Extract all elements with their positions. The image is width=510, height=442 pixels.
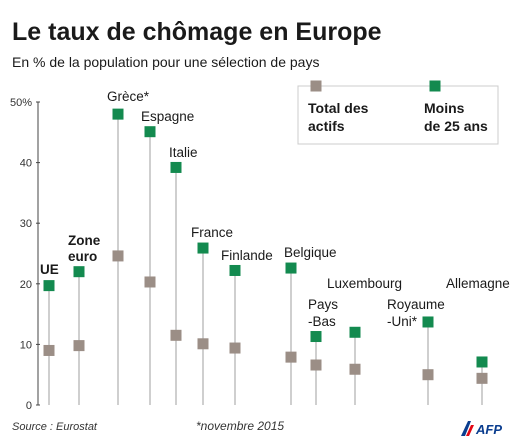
marker-total: [422, 369, 434, 381]
chart-subtitle: En % de la population pour une sélection…: [12, 54, 319, 70]
category-label-line: Espagne: [141, 109, 194, 124]
legend: Total des actifs Moins de 25 ans: [297, 80, 499, 145]
category-label: Zone euro: [68, 233, 101, 264]
marker-total: [73, 340, 85, 352]
marker-under-25: [349, 326, 361, 338]
category-label-line: Grèce*: [107, 89, 150, 104]
chart-title: Le taux de chômage en Europe: [12, 18, 382, 46]
legend-swatch: [310, 80, 322, 92]
y-tick-label: 40: [20, 158, 32, 170]
marker-under-25: [229, 264, 241, 276]
marker-total: [229, 342, 241, 354]
category-label: Allemagne: [446, 276, 510, 291]
category-label: Belgique: [284, 245, 337, 260]
category-label: Luxembourg: [327, 276, 402, 291]
marker-total: [144, 276, 156, 288]
category-label-line: -Bas: [308, 314, 336, 329]
marker-total: [43, 344, 55, 356]
marker-under-25: [476, 356, 488, 368]
marker-total: [476, 372, 488, 384]
marker-under-25: [43, 280, 55, 292]
marker-under-25: [310, 331, 322, 343]
category-label-line: Royaume: [387, 297, 445, 312]
y-tick-label: 50%: [10, 97, 32, 109]
marker-total: [349, 363, 361, 375]
category-label-line: -Uni*: [387, 314, 418, 329]
marker-under-25: [144, 126, 156, 138]
category-label-line: Allemagne: [446, 276, 510, 291]
y-tick-label: 0: [26, 400, 32, 412]
y-axis: 50% 40 30 20 10 0: [10, 97, 40, 412]
marker-under-25: [73, 266, 85, 278]
category-label: Italie: [169, 145, 198, 160]
legend-label: Moins de 25 ans: [424, 100, 488, 134]
marker-total: [197, 338, 209, 350]
category-label-line: Finlande: [221, 248, 273, 263]
category-label: Royaume -Uni*: [387, 297, 445, 329]
category-label-line: Zone: [68, 233, 101, 248]
category-label: Espagne: [141, 109, 194, 124]
legend-swatch: [429, 80, 441, 92]
footnote: *novembre 2015: [196, 419, 284, 433]
marker-total: [112, 250, 124, 262]
marker-total: [310, 359, 322, 371]
category-label-line: UE: [40, 262, 59, 277]
afp-logo-text: AFP: [475, 422, 502, 437]
legend-label-line: de 25 ans: [424, 118, 488, 134]
y-tick-label: 10: [20, 339, 32, 351]
afp-logo: AFP: [461, 421, 502, 437]
marker-under-25: [112, 108, 124, 120]
marker-under-25: [170, 161, 182, 173]
category-label: France: [191, 225, 233, 240]
marker-under-25: [197, 242, 209, 254]
category-label: Grèce*: [107, 89, 150, 104]
legend-box: [297, 85, 499, 145]
y-tick-label: 30: [20, 218, 32, 230]
category-labels: UE Zone euro Grèce* Espagne Italie France Finla…: [40, 89, 510, 329]
markers-layer: [43, 108, 488, 384]
marker-total: [285, 351, 297, 363]
y-tick-label: 20: [20, 279, 32, 291]
category-label-line: Italie: [169, 145, 198, 160]
category-label: Pays -Bas: [308, 297, 338, 329]
legend-label: Total des actifs: [308, 100, 369, 134]
category-label-line: Luxembourg: [327, 276, 402, 291]
afp-logo-mark-accent: [466, 425, 474, 436]
category-label-line: euro: [68, 249, 97, 264]
legend-label-line: actifs: [308, 118, 345, 134]
category-label: UE: [40, 262, 59, 277]
category-label: Finlande: [221, 248, 273, 263]
afp-logo-mark: [461, 421, 471, 436]
marker-under-25: [285, 262, 297, 274]
legend-label-line: Total des: [308, 100, 369, 116]
marker-under-25: [422, 316, 434, 328]
category-label-line: Pays: [308, 297, 338, 312]
category-label-line: Belgique: [284, 245, 337, 260]
legend-label-line: Moins: [424, 100, 465, 116]
category-label-line: France: [191, 225, 233, 240]
marker-total: [170, 329, 182, 341]
source-note: Source : Eurostat: [12, 421, 98, 433]
